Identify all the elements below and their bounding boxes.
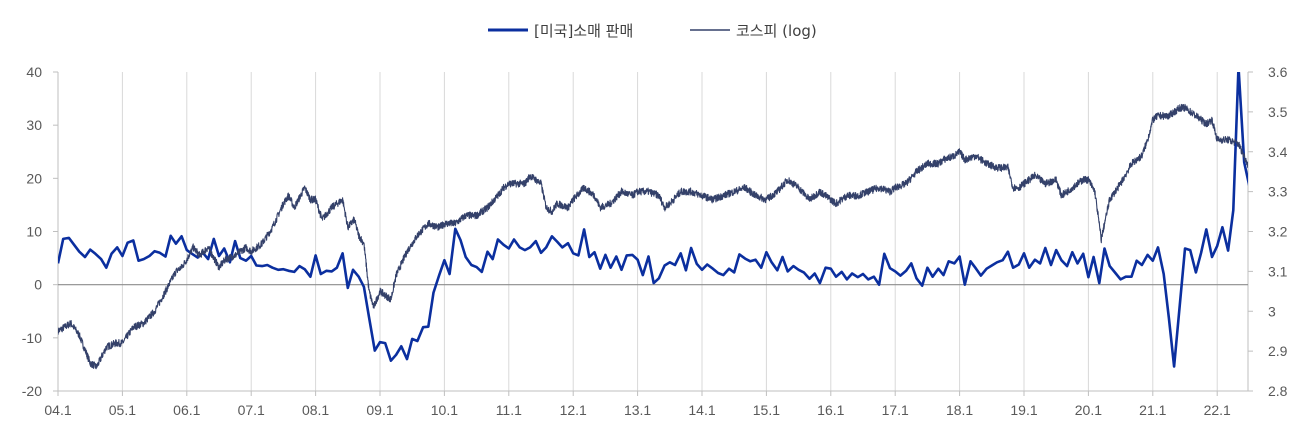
series-line-kospi-log bbox=[58, 103, 1248, 370]
x-tick-label: 16.1 bbox=[817, 402, 844, 418]
y-left-tick-label: 40 bbox=[26, 64, 42, 80]
y-right-tick-label: 2.9 bbox=[1268, 343, 1288, 359]
gridlines bbox=[121, 72, 1218, 391]
y-left-tick-label: 10 bbox=[26, 224, 42, 240]
series-line-us-retail-sales bbox=[58, 72, 1248, 368]
legend-label: [미국]소매 판매 bbox=[534, 22, 633, 40]
y-left-tick-label: 30 bbox=[26, 117, 42, 133]
y-right-tick-label: 3.3 bbox=[1268, 184, 1288, 200]
x-tick-label: 10.1 bbox=[431, 402, 458, 418]
x-tick-label: 15.1 bbox=[753, 402, 780, 418]
x-tick-label: 04.1 bbox=[44, 402, 71, 418]
legend-label: 코스피 (log) bbox=[736, 22, 817, 40]
x-tick-label: 21.1 bbox=[1139, 402, 1166, 418]
x-tick-label: 12.1 bbox=[560, 402, 587, 418]
x-tick-label: 22.1 bbox=[1204, 402, 1231, 418]
x-tick-label: 07.1 bbox=[238, 402, 265, 418]
x-tick-label: 11.1 bbox=[496, 402, 522, 418]
x-tick-label: 20.1 bbox=[1075, 402, 1102, 418]
x-tick-label: 08.1 bbox=[302, 402, 329, 418]
y-left-tick-label: -10 bbox=[22, 330, 42, 346]
x-tick-label: 18.1 bbox=[946, 402, 973, 418]
y-left-tick-label: 20 bbox=[26, 170, 42, 186]
y-left-tick-label: -20 bbox=[22, 383, 42, 399]
x-tick-label: 13.1 bbox=[624, 402, 651, 418]
x-tick-label: 17.1 bbox=[882, 402, 909, 418]
y-right-tick-label: 3 bbox=[1268, 303, 1276, 319]
x-tick-label: 05.1 bbox=[109, 402, 136, 418]
y-left-tick-label: 0 bbox=[34, 277, 42, 293]
x-tick-label: 19.1 bbox=[1010, 402, 1037, 418]
y-right-tick-label: 3.6 bbox=[1268, 64, 1288, 80]
x-tick-label: 09.1 bbox=[366, 402, 393, 418]
series bbox=[58, 72, 1248, 370]
x-tick-label: 06.1 bbox=[173, 402, 200, 418]
y-right-tick-label: 2.8 bbox=[1268, 383, 1288, 399]
legend: [미국]소매 판매 코스피 (log) bbox=[488, 22, 817, 40]
y-right-tick-label: 3.1 bbox=[1268, 263, 1288, 279]
y-right-tick-label: 3.4 bbox=[1268, 144, 1288, 160]
axes: 04.1 05.1 06.1 07.1 08.1 09.1 10.1 11.1 12.1 13.1… bbox=[22, 64, 1288, 418]
y-right-tick-label: 3.2 bbox=[1268, 224, 1288, 240]
y-right-tick-label: 3.5 bbox=[1268, 104, 1288, 120]
x-tick-label: 14.1 bbox=[688, 402, 715, 418]
